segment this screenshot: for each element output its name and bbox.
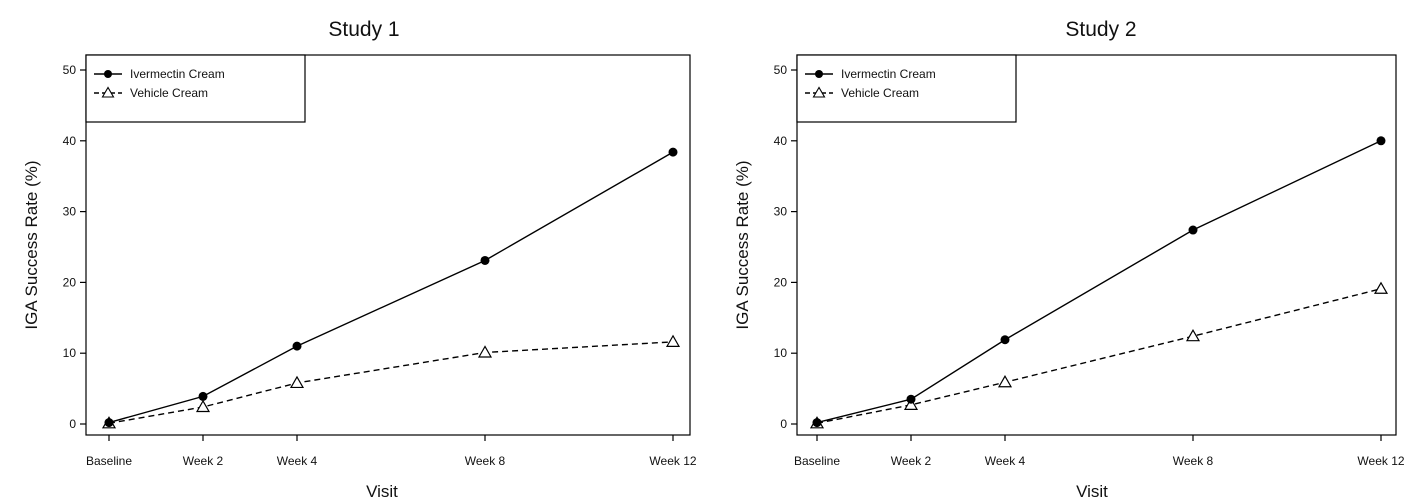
series-line-vehicle-cream bbox=[816, 288, 1382, 424]
y-tick-label: 10 bbox=[63, 346, 77, 360]
x-axis-label: Visit bbox=[1076, 482, 1108, 501]
y-tick-label: 20 bbox=[63, 275, 77, 289]
y-tick-label: 0 bbox=[69, 417, 76, 431]
data-point-vehicle-cream bbox=[289, 375, 305, 389]
legend-box bbox=[85, 54, 306, 123]
legend-marker-vehicle-cream bbox=[101, 86, 115, 98]
plot-frame bbox=[85, 54, 691, 436]
chart-study-1: Study 1 0 10 20 30 40 50 Baseline Week 2 Week 4 We… bbox=[0, 0, 706, 503]
data-point-vehicle-cream bbox=[195, 399, 211, 413]
x-tick-label: Week 2 bbox=[183, 454, 224, 468]
y-axis-label: IGA Success Rate (%) bbox=[733, 160, 752, 329]
data-point-vehicle-cream bbox=[997, 375, 1013, 388]
x-axis-label: Visit bbox=[366, 482, 398, 501]
y-axis-label: IGA Success Rate (%) bbox=[22, 160, 41, 329]
plot-frame bbox=[796, 54, 1397, 436]
y-tick-label: 50 bbox=[774, 63, 788, 77]
legend-marker-ivermectin-cream bbox=[104, 70, 112, 78]
legend-box bbox=[796, 54, 1017, 123]
data-point-ivermectin-cream bbox=[1376, 136, 1386, 146]
y-tick-label: 40 bbox=[774, 134, 788, 148]
y-tick-label: 30 bbox=[63, 205, 77, 219]
y-tick-label: 40 bbox=[63, 134, 77, 148]
x-tick-label: Week 8 bbox=[1173, 454, 1214, 468]
legend-label-ivermectin-cream: Ivermectin Cream bbox=[130, 67, 225, 81]
data-point-vehicle-cream bbox=[665, 334, 681, 347]
x-tick-label: Baseline bbox=[794, 454, 840, 468]
y-tick-label: 50 bbox=[63, 63, 77, 77]
chart-study-2-svg: Study 2 0 10 20 30 40 50 Baseline Week 2 Week 4 We… bbox=[733, 18, 1405, 501]
chart-study-2: Study 2 0 10 20 30 40 50 Baseline Week 2 Week 4 We… bbox=[706, 0, 1413, 503]
legend-label-vehicle-cream: Vehicle Cream bbox=[130, 86, 208, 100]
data-point-vehicle-cream bbox=[1373, 281, 1389, 294]
series-line-vehicle-cream bbox=[108, 341, 674, 424]
x-tick-label: Baseline bbox=[86, 454, 132, 468]
legend-marker-vehicle-cream bbox=[812, 86, 826, 98]
data-point-ivermectin-cream bbox=[668, 147, 678, 157]
data-point-vehicle-cream bbox=[477, 345, 493, 358]
x-tick-label: Week 8 bbox=[465, 454, 506, 468]
data-point-ivermectin-cream bbox=[812, 418, 822, 428]
chart-title: Study 2 bbox=[1065, 18, 1136, 41]
legend-label-vehicle-cream: Vehicle Cream bbox=[841, 86, 919, 100]
data-point-ivermectin-cream bbox=[906, 394, 916, 404]
data-point-vehicle-cream bbox=[1185, 328, 1201, 342]
y-tick-label: 30 bbox=[774, 205, 788, 219]
data-point-ivermectin-cream bbox=[480, 255, 490, 265]
data-point-ivermectin-cream bbox=[198, 391, 208, 401]
x-tick-label: Week 2 bbox=[891, 454, 932, 468]
series-line-ivermectin-cream bbox=[816, 140, 1382, 424]
data-point-vehicle-cream bbox=[903, 397, 919, 410]
x-tick-label: Week 12 bbox=[1357, 454, 1404, 468]
legend-marker-ivermectin-cream bbox=[815, 70, 823, 78]
chart-study-1-svg: Study 1 0 10 20 30 40 50 Baseline Week 2 Week 4 We… bbox=[22, 18, 697, 501]
y-tick-label: 20 bbox=[774, 275, 788, 289]
y-tick-label: 0 bbox=[780, 417, 787, 431]
x-tick-label: Week 4 bbox=[985, 454, 1026, 468]
data-point-ivermectin-cream bbox=[104, 418, 114, 428]
chart-title: Study 1 bbox=[328, 18, 399, 41]
series-line-ivermectin-cream bbox=[108, 151, 674, 424]
legend-label-ivermectin-cream: Ivermectin Cream bbox=[841, 67, 936, 81]
data-point-ivermectin-cream bbox=[292, 341, 302, 351]
x-tick-label: Week 4 bbox=[277, 454, 318, 468]
y-tick-label: 10 bbox=[774, 346, 788, 360]
x-tick-label: Week 12 bbox=[649, 454, 696, 468]
data-point-ivermectin-cream bbox=[1000, 335, 1010, 345]
data-point-ivermectin-cream bbox=[1188, 225, 1198, 235]
